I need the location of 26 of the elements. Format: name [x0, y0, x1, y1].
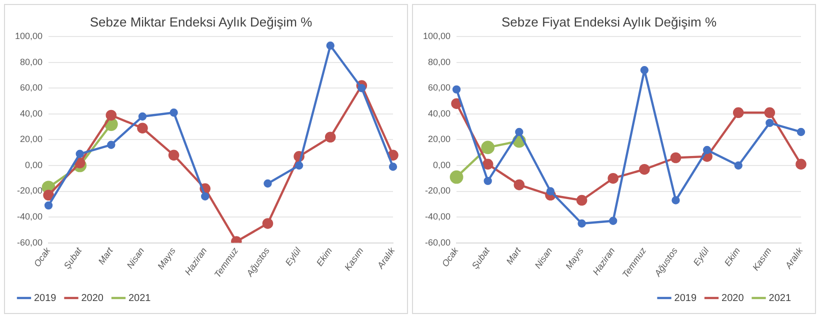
y-tick-label: -20,00 — [424, 186, 451, 196]
y-tick-label: 100,00 — [14, 31, 43, 42]
y-tick-label: -60,00 — [424, 237, 451, 248]
y-tick-label: 40,00 — [20, 108, 43, 118]
y-tick-label: 20,00 — [428, 134, 451, 144]
legend-label: 2019 — [674, 292, 697, 304]
legend-label: 2019 — [34, 292, 57, 304]
y-tick-label: 80,00 — [428, 56, 451, 67]
legend-label: 2020 — [81, 292, 104, 304]
y-tick-label: -40,00 — [16, 212, 43, 222]
chart-title: Sebze Miktar Endeksi Aylık Değişim % — [90, 14, 313, 30]
y-tick-label: 0,00 — [432, 160, 451, 170]
y-tick-label: 20,00 — [20, 134, 43, 144]
y-tick-label: 40,00 — [428, 108, 451, 118]
y-tick-label: -20,00 — [16, 186, 43, 196]
legend-label: 2020 — [722, 292, 744, 304]
y-tick-label: 60,00 — [20, 82, 43, 93]
legend-label: 2021 — [128, 292, 152, 304]
y-tick-label: 60,00 — [428, 82, 451, 93]
y-tick-label: -40,00 — [424, 212, 451, 222]
y-tick-label: -60,00 — [16, 237, 43, 248]
y-tick-label: 0,00 — [24, 160, 43, 170]
y-tick-label: 80,00 — [20, 56, 43, 67]
legend-label: 2021 — [768, 292, 792, 304]
chart-title: Sebze Fiyat Endeksi Aylık Değişim % — [501, 14, 717, 30]
y-tick-label: 100,00 — [422, 31, 451, 42]
